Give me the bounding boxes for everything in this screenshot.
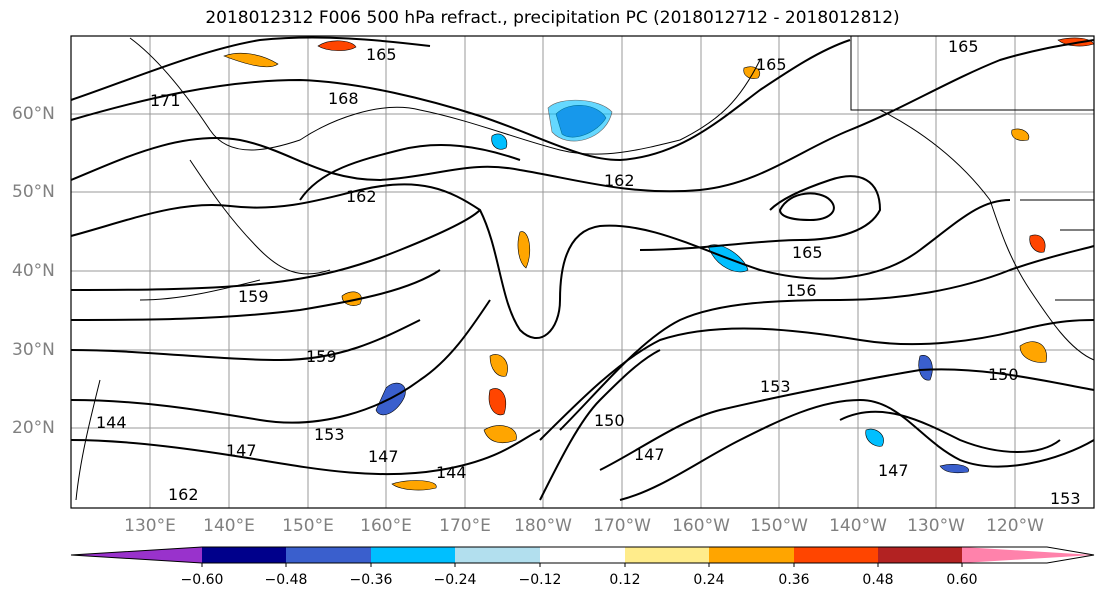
colorbar bbox=[70, 546, 1095, 567]
lon-label: 150°E bbox=[282, 516, 334, 536]
contour-label: 168 bbox=[328, 89, 359, 108]
colorbar-tick-label: −0.36 bbox=[349, 572, 393, 588]
colorbar-segment bbox=[625, 547, 709, 563]
contour-label: 171 bbox=[150, 91, 181, 110]
colorbar-segment bbox=[540, 547, 625, 563]
colorbar-segment bbox=[878, 547, 962, 563]
colorbar-tick-label: 0.12 bbox=[609, 572, 641, 588]
lat-label: 30°N bbox=[12, 340, 55, 360]
lon-label: 140°E bbox=[203, 516, 255, 536]
contour-label: 147 bbox=[634, 445, 665, 464]
contour-label: 150 bbox=[988, 365, 1019, 384]
lat-label: 50°N bbox=[12, 182, 55, 202]
lon-label: 170°E bbox=[439, 516, 491, 536]
colorbar-tick-label: 0.36 bbox=[778, 572, 810, 588]
colorbar-tick-label: 0.60 bbox=[946, 572, 978, 588]
lon-label: 140°W bbox=[829, 516, 887, 536]
lat-label: 20°N bbox=[12, 418, 55, 438]
refractivity-contours bbox=[70, 36, 1095, 501]
contour-label: 153 bbox=[1050, 489, 1081, 508]
colorbar-tick-label: 0.48 bbox=[862, 572, 894, 588]
contour-label: 162 bbox=[346, 187, 377, 206]
lat-label: 60°N bbox=[12, 104, 55, 124]
colorbar-tick-label: −0.60 bbox=[180, 572, 224, 588]
lon-label: 170°W bbox=[593, 516, 651, 536]
colorbar-segment bbox=[71, 547, 202, 563]
map-frame bbox=[70, 35, 1095, 509]
contour-label: 159 bbox=[306, 347, 337, 366]
contour-label: 150 bbox=[594, 411, 625, 430]
lon-label: 120°W bbox=[986, 516, 1044, 536]
contour-label: 156 bbox=[786, 281, 817, 300]
contour-label: 159 bbox=[238, 287, 269, 306]
contour-label: 165 bbox=[366, 45, 397, 64]
colorbar-segment bbox=[794, 547, 878, 563]
graticule bbox=[71, 36, 1094, 508]
colorbar-segment bbox=[371, 547, 455, 563]
contour-label: 147 bbox=[878, 461, 909, 480]
contour-label: 153 bbox=[314, 425, 345, 444]
contour-label: 162 bbox=[604, 171, 635, 190]
colorbar-tick-label: −0.48 bbox=[264, 572, 308, 588]
lon-label: 150°W bbox=[750, 516, 808, 536]
contour-label: 165 bbox=[948, 37, 979, 56]
contour-label: 144 bbox=[96, 413, 127, 432]
colorbar-segment bbox=[455, 547, 540, 563]
contour-labels: 165 171 168 162 165 162 165 156 159 159 … bbox=[96, 37, 1081, 508]
lon-label: 130°E bbox=[124, 516, 176, 536]
contour-label: 147 bbox=[368, 447, 399, 466]
lon-label: 160°E bbox=[360, 516, 412, 536]
contour-label: 165 bbox=[792, 243, 823, 262]
colorbar-tick-label: −0.24 bbox=[433, 572, 477, 588]
lon-label: 180°W bbox=[514, 516, 572, 536]
precipitation-shading bbox=[223, 37, 1095, 491]
colorbar-segment bbox=[962, 547, 1094, 563]
contour-label: 153 bbox=[760, 377, 791, 396]
colorbar-tick-label: −0.12 bbox=[518, 572, 562, 588]
colorbar-segment bbox=[202, 547, 286, 563]
contour-label: 165 bbox=[756, 55, 787, 74]
colorbar-segment bbox=[286, 547, 371, 563]
lat-label: 40°N bbox=[12, 261, 55, 281]
contour-label: 162 bbox=[168, 485, 199, 504]
lon-label: 130°W bbox=[907, 516, 965, 536]
colorbar-tick-label: 0.24 bbox=[693, 572, 725, 588]
colorbar-segment bbox=[709, 547, 794, 563]
contour-label: 144 bbox=[436, 463, 467, 482]
lon-label: 160°W bbox=[672, 516, 730, 536]
map-title: 2018012312 F006 500 hPa refract., precip… bbox=[205, 8, 900, 28]
contour-label: 147 bbox=[226, 441, 257, 460]
